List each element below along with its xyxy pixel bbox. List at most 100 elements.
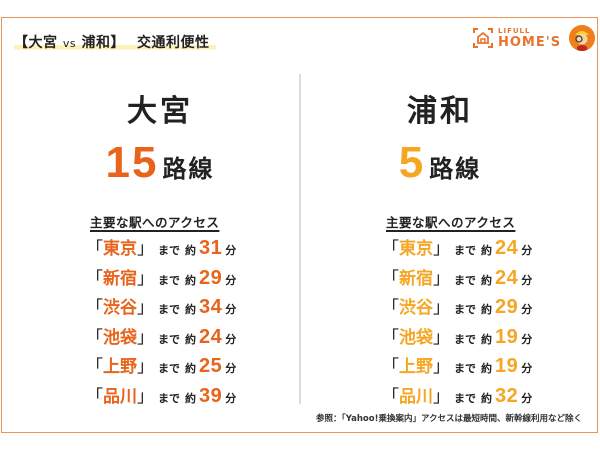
mascot-icon: [569, 25, 596, 51]
label-made: まで: [454, 332, 476, 346]
label-fun: 分: [521, 244, 533, 257]
bracket-open: 「: [86, 386, 103, 407]
label-yaku: 約: [481, 244, 492, 257]
bracket-open: 「: [86, 298, 103, 318]
label-fun: 分: [225, 273, 237, 287]
bracket-close: 」: [137, 357, 154, 377]
label-made: まで: [454, 391, 476, 405]
station-name: 渋谷: [103, 298, 137, 318]
urawa-column: 浦和 5 路線 主要な駅へのアクセス 「東京」まで約 24 分 「新宿」まで約 24 分 …: [300, 92, 580, 407]
access-row: 「渋谷」まで約 29 分: [382, 293, 532, 323]
station-name: 池袋: [103, 327, 137, 348]
bracket-close: 」: [433, 357, 450, 377]
label-fun: 分: [225, 362, 237, 375]
lines-count: 5 路線: [300, 138, 580, 187]
lines-unit: 路線: [162, 155, 215, 183]
travel-minutes: 24: [199, 325, 223, 348]
title-city-urawa: 浦和】: [81, 35, 125, 51]
label-fun: 分: [521, 362, 533, 375]
bracket-close: 」: [433, 327, 450, 348]
travel-minutes: 25: [199, 355, 223, 377]
bracket-open: 「: [86, 239, 103, 259]
label-yaku: 約: [185, 303, 196, 316]
travel-minutes: 19: [495, 355, 519, 377]
logo-sub-text: LIFULL: [498, 26, 531, 35]
station-name: 上野: [399, 357, 433, 377]
travel-minutes: 29: [495, 296, 519, 318]
bracket-close: 」: [433, 268, 450, 289]
bracket-open: 「: [382, 327, 399, 348]
travel-minutes: 31: [199, 237, 223, 259]
label-yaku: 約: [481, 362, 492, 375]
label-yaku: 約: [481, 273, 492, 287]
access-list: 「東京」まで約 24 分 「新宿」まで約 24 分 「渋谷」まで約 29 分 「池袋」まで約…: [382, 234, 532, 411]
label-made: まで: [158, 332, 180, 346]
city-name: 大宮: [127, 94, 193, 129]
title-highlight: 【大宮 vs 浦和】 交通利便性: [14, 35, 216, 51]
label-fun: 分: [521, 303, 533, 316]
label-fun: 分: [225, 332, 237, 346]
travel-minutes: 29: [199, 266, 223, 289]
column-divider: [299, 74, 301, 404]
access-row: 「新宿」まで約 29 分: [86, 264, 236, 294]
access-heading: 主要な駅へのアクセス: [386, 215, 516, 230]
city-name: 浦和: [407, 94, 473, 129]
lines-count: 15 路線: [20, 138, 300, 187]
bracket-open: 「: [382, 268, 399, 289]
label-yaku: 約: [185, 391, 196, 405]
bracket-close: 」: [433, 298, 450, 318]
lines-unit: 路線: [429, 155, 482, 183]
logo-main-text: HOME'S: [498, 34, 562, 50]
lines-number: 15: [105, 138, 159, 187]
travel-minutes: 32: [495, 384, 519, 407]
label-made: まで: [158, 303, 180, 316]
station-name: 新宿: [399, 268, 433, 289]
bracket-open: 「: [382, 239, 399, 259]
title-city-omiya: 【大宮: [14, 35, 58, 51]
access-row: 「品川」まで約 32 分: [382, 382, 532, 412]
bracket-close: 」: [433, 239, 450, 259]
station-name: 東京: [103, 239, 137, 259]
bracket-close: 」: [137, 298, 154, 318]
access-row: 「池袋」まで約 19 分: [382, 323, 532, 353]
label-fun: 分: [521, 273, 533, 287]
label-made: まで: [454, 244, 476, 257]
label-made: まで: [158, 391, 180, 405]
label-made: まで: [454, 362, 476, 375]
label-made: まで: [158, 273, 180, 287]
title-vs: vs: [62, 37, 77, 50]
bracket-close: 」: [433, 386, 450, 407]
label-made: まで: [158, 362, 180, 375]
label-yaku: 約: [481, 332, 492, 346]
station-name: 渋谷: [399, 298, 433, 318]
access-row: 「渋谷」まで約 34 分: [86, 293, 236, 323]
omiya-column: 大宮 15 路線 主要な駅へのアクセス 「東京」まで約 31 分 「新宿」まで約 29 分…: [20, 92, 300, 407]
station-name: 品川: [103, 386, 137, 407]
station-name: 池袋: [399, 327, 433, 348]
lines-number: 5: [398, 138, 426, 187]
lifull-homes-logo: LIFULL HOME'S: [472, 25, 596, 51]
bracket-close: 」: [137, 268, 154, 289]
house-frame-icon: [472, 27, 494, 49]
label-fun: 分: [225, 303, 237, 316]
access-row: 「上野」まで約 25 分: [86, 352, 236, 382]
station-name: 品川: [399, 386, 433, 407]
bracket-close: 」: [137, 327, 154, 348]
access-row: 「池袋」まで約 24 分: [86, 323, 236, 353]
page-title: 【大宮 vs 浦和】 交通利便性: [14, 32, 216, 52]
travel-minutes: 34: [199, 296, 223, 318]
bracket-open: 「: [86, 357, 103, 377]
travel-minutes: 24: [495, 266, 519, 289]
label-fun: 分: [521, 391, 533, 405]
bracket-open: 「: [86, 327, 103, 348]
label-yaku: 約: [481, 391, 492, 405]
label-yaku: 約: [185, 362, 196, 375]
bracket-close: 」: [137, 239, 154, 259]
bracket-open: 「: [382, 386, 399, 407]
access-row: 「新宿」まで約 24 分: [382, 264, 532, 294]
bracket-open: 「: [382, 357, 399, 377]
label-fun: 分: [225, 391, 237, 405]
access-heading: 主要な駅へのアクセス: [90, 215, 220, 230]
access-row: 「品川」まで約 39 分: [86, 382, 236, 412]
travel-minutes: 24: [495, 237, 519, 259]
